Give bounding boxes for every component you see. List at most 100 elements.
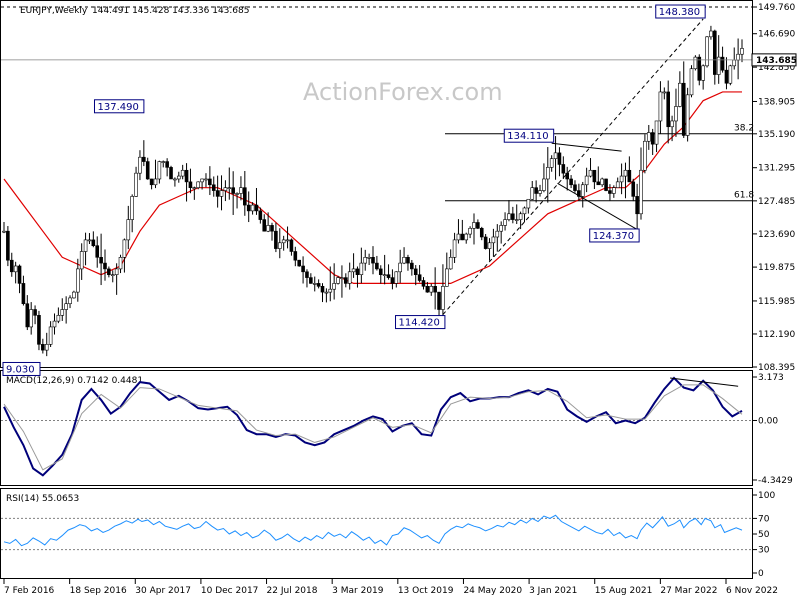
current-price-box: [751, 53, 797, 67]
candle-body: [701, 65, 705, 81]
candle-body: [266, 225, 270, 232]
candle-body: [584, 175, 589, 186]
time-tick-label: 24 May 2020: [463, 586, 522, 596]
candles: [2, 25, 744, 357]
candle-body: [208, 178, 212, 186]
candle-body: [83, 239, 88, 252]
candle-body: [52, 320, 57, 328]
candle-body: [243, 187, 247, 206]
candle-body: [565, 172, 570, 180]
candle-body: [732, 59, 737, 67]
candle-body: [635, 196, 639, 215]
retracement-label: 61.8: [734, 191, 754, 201]
price-tick-label: 138.905: [758, 97, 795, 107]
candle-body: [188, 181, 193, 188]
candle-body: [740, 48, 744, 55]
candle-body: [681, 82, 686, 136]
candle-body: [487, 242, 492, 249]
swing-label-box: [2, 361, 41, 376]
candle-body: [44, 344, 49, 351]
candle-body: [285, 239, 290, 242]
candle-body: [142, 156, 146, 162]
swing-label-text: 134.110: [507, 131, 548, 142]
candle-body: [464, 233, 469, 241]
price-tick-label: 131.295: [758, 164, 795, 174]
candle-body: [709, 30, 713, 38]
swing-label-box: [589, 228, 640, 243]
candle-body: [110, 274, 115, 277]
candle-body: [145, 161, 150, 180]
candle-body: [41, 344, 45, 351]
macd-panel: [0, 370, 753, 486]
candle-body: [499, 225, 503, 232]
candle-body: [627, 169, 632, 183]
candle-body: [196, 181, 201, 188]
candle-body: [184, 169, 189, 183]
candle-body: [320, 286, 325, 293]
candle-body: [697, 56, 702, 81]
time-tick-label: 6 Nov 2022: [726, 586, 778, 596]
candle-body: [689, 68, 694, 96]
macd-divergence-line: [670, 377, 739, 387]
candle-body: [382, 274, 387, 277]
candle-body: [107, 268, 111, 276]
price-panel: [0, 0, 753, 368]
candle-body: [460, 233, 465, 241]
candle-body: [713, 30, 717, 75]
candle-body: [433, 286, 437, 293]
candle-body: [479, 227, 484, 238]
candle-body: [122, 239, 127, 258]
swing-label-box: [503, 128, 555, 143]
candle-body: [580, 184, 585, 197]
swing-label-text: 9.030: [6, 364, 35, 375]
candle-body: [724, 69, 729, 84]
rsi-axis: 100 70 50 30 0: [1, 491, 775, 579]
candle-body: [444, 268, 449, 287]
candle-body: [262, 219, 267, 232]
price-tick-label: 142.850: [758, 63, 795, 73]
candle-body: [204, 178, 208, 181]
price-tick-label: 127.485: [758, 197, 795, 207]
price-tick-label: 123.690: [758, 230, 795, 240]
candle-body: [359, 262, 364, 276]
candle-body: [91, 239, 96, 246]
candle-body: [608, 190, 612, 194]
candle-body: [297, 259, 302, 267]
candle-body: [476, 222, 480, 229]
time-tick-label: 13 Oct 2019: [398, 586, 454, 596]
candle-body: [736, 53, 740, 61]
time-tick-label: 7 Feb 2016: [4, 586, 55, 596]
signal-line: [3, 384, 743, 471]
candle-body: [678, 82, 682, 107]
price-tick-label: 112.190: [758, 330, 795, 340]
candle-body: [619, 175, 624, 183]
time-tick-label: 30 Apr 2017: [135, 586, 191, 596]
candle-body: [511, 213, 515, 220]
swing-label-text: 148.380: [659, 7, 700, 18]
time-tick-label: 18 Sep 2016: [70, 586, 127, 596]
candle-body: [161, 161, 166, 163]
candle-body: [495, 230, 500, 238]
candle-body: [169, 167, 173, 180]
trend-lines: [442, 18, 704, 315]
rsi-tick-label: 70: [758, 514, 770, 524]
candle-body: [375, 262, 379, 270]
time-tick-label: 10 Dec 2017: [201, 586, 259, 596]
candle-body: [654, 120, 659, 145]
candle-body: [518, 213, 523, 220]
candle-body: [650, 132, 655, 145]
candle-body: [674, 106, 678, 122]
candle-body: [6, 230, 10, 261]
candle-body: [390, 277, 395, 284]
candle-body: [64, 303, 68, 310]
candle-body: [103, 262, 107, 270]
price-tick-label: 149.760: [758, 3, 795, 13]
candle-body: [670, 120, 674, 128]
current-price-label: 143.685: [756, 56, 797, 66]
candle-body: [153, 178, 158, 186]
swing-label-box: [395, 315, 446, 330]
candle-body: [545, 167, 550, 180]
candle-body: [134, 172, 138, 197]
time-tick-label: 3 Jan 2021: [529, 586, 577, 596]
